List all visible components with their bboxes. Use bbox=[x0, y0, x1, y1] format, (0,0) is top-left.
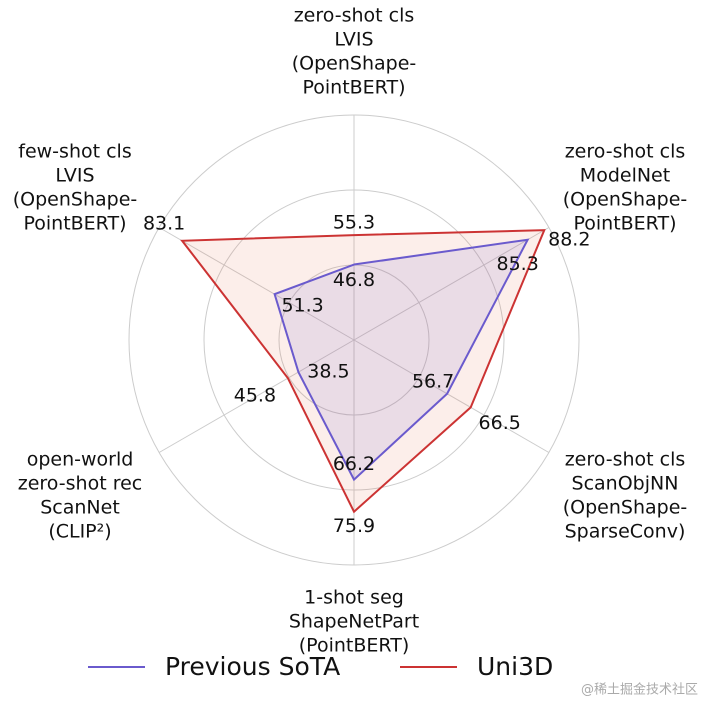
axis-label: SparseConv) bbox=[565, 521, 686, 543]
axis-label: (PointBERT) bbox=[299, 635, 409, 657]
legend-label: Previous SoTA bbox=[165, 652, 340, 681]
value-label: 66.5 bbox=[479, 412, 521, 434]
axis-label: ShapeNetPart bbox=[289, 611, 419, 633]
series-area bbox=[273, 238, 530, 482]
axis-label: PointBERT) bbox=[573, 213, 676, 235]
value-label: 51.3 bbox=[281, 295, 323, 317]
series-area bbox=[180, 229, 546, 514]
value-label: 55.3 bbox=[333, 212, 375, 234]
spoke bbox=[158, 339, 355, 453]
axis-label: PointBERT) bbox=[23, 213, 126, 235]
value-label: 66.2 bbox=[333, 453, 375, 475]
axis-label: (CLIP²) bbox=[48, 521, 111, 543]
axis-label: open-world bbox=[27, 449, 134, 471]
axis-label: ScanObjNN bbox=[572, 473, 679, 495]
legend-label: Uni3D bbox=[477, 652, 553, 681]
axis-label: zero-shot cls bbox=[565, 449, 686, 471]
axis-label: (OpenShape- bbox=[563, 189, 688, 211]
axis-label: LVIS bbox=[55, 165, 94, 187]
axis-label: (OpenShape- bbox=[292, 53, 417, 75]
value-label: 85.3 bbox=[496, 253, 538, 275]
spoke bbox=[353, 339, 550, 453]
axis-label: (OpenShape- bbox=[563, 497, 688, 519]
value-label: 56.7 bbox=[412, 370, 454, 392]
axis-label: ModelNet bbox=[580, 165, 670, 187]
value-label: 83.1 bbox=[143, 212, 185, 234]
value-label: 45.8 bbox=[234, 385, 276, 407]
axis-label: ScanNet bbox=[40, 497, 120, 519]
value-label: 88.2 bbox=[548, 229, 590, 251]
axis-label: (OpenShape- bbox=[13, 189, 138, 211]
axis-label: zero-shot cls bbox=[565, 141, 686, 163]
axis-label: few-shot cls bbox=[18, 141, 131, 163]
spoke bbox=[158, 227, 355, 341]
axis-label: PointBERT) bbox=[302, 77, 405, 99]
axis-label: zero-shot cls bbox=[294, 5, 415, 27]
value-label: 75.9 bbox=[333, 515, 375, 537]
axis-label: LVIS bbox=[334, 29, 373, 51]
spoke bbox=[353, 227, 550, 341]
watermark: @稀土掘金技术社区 bbox=[581, 682, 698, 698]
axis-label: zero-shot rec bbox=[18, 473, 142, 495]
value-label: 38.5 bbox=[307, 361, 349, 383]
axis-label: 1-shot seg bbox=[304, 587, 404, 609]
value-label: 46.8 bbox=[333, 269, 375, 291]
